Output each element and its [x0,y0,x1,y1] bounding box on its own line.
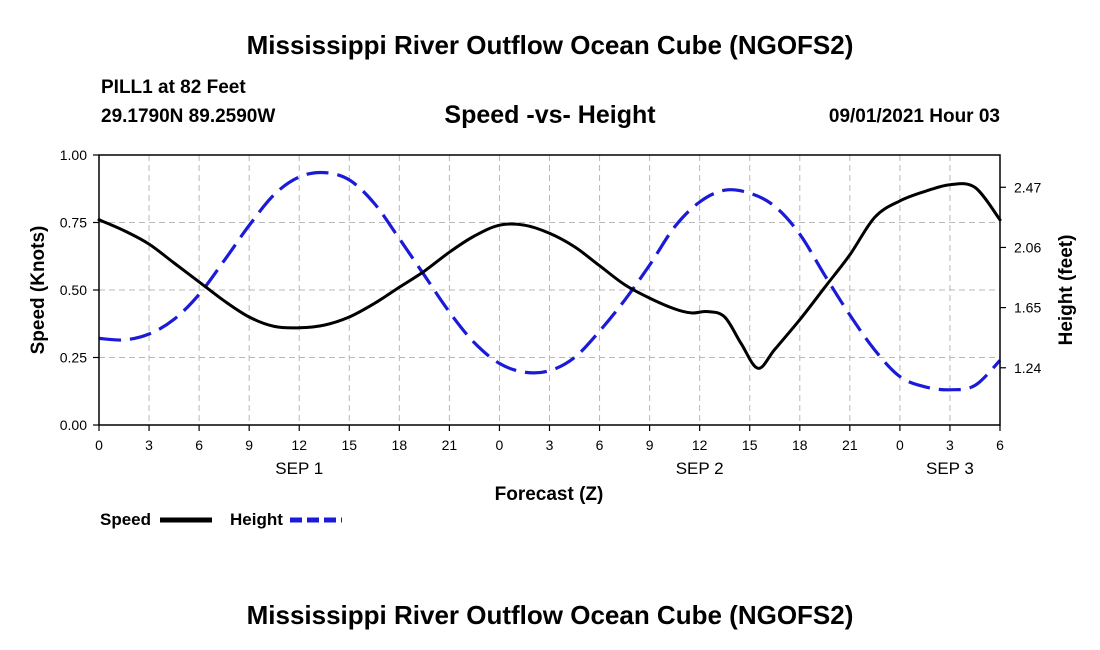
legend-height-label: Height [230,510,283,529]
x-tick-label: 0 [496,437,504,453]
y2-tick-label: 2.47 [1014,179,1041,195]
x-tick-label: 9 [245,437,253,453]
station-label: PILL1 at 82 Feet [101,77,246,98]
date-label: SEP 1 [275,459,323,478]
date-label: SEP 3 [926,459,974,478]
grid [99,155,1000,425]
y2-axis-label: Height (feet) [1056,235,1077,346]
height-series-line [98,170,1002,392]
forecast-datetime: 09/01/2021 Hour 03 [828,106,1000,127]
x-tick-label: 0 [95,437,103,453]
series-layer [97,170,1002,392]
y2-tick-label: 2.06 [1014,239,1041,255]
footer-title: Mississippi River Outflow Ocean Cube (NG… [246,600,854,630]
x-tick-label: 21 [442,437,458,453]
x-tick-label: 18 [392,437,408,453]
x-tick-label: 12 [291,437,307,453]
y2-tick-label: 1.65 [1014,300,1041,316]
legend-speed-label: Speed [100,510,151,529]
x-tick-label: 3 [145,437,153,453]
x-tick-label: 6 [195,437,203,453]
y-tick-label: 0.00 [60,417,87,433]
x-tick-label: 15 [341,437,357,453]
y-tick-label: 0.25 [60,350,87,366]
y-axis-label: Speed (Knots) [28,226,49,355]
chart-title: Speed -vs- Height [444,101,656,129]
speed-series-line [97,182,1002,370]
date-label: SEP 2 [676,459,724,478]
x-tick-label: 15 [742,437,758,453]
y-tick-label: 0.75 [60,215,87,231]
y2-tick-label: 1.24 [1014,360,1041,376]
page-title: Mississippi River Outflow Ocean Cube (NG… [246,30,854,60]
y-tick-label: 1.00 [60,147,87,163]
x-tick-label: 6 [596,437,604,453]
x-tick-label: 3 [546,437,554,453]
x-tick-label: 18 [792,437,808,453]
y-tick-label: 0.50 [60,282,87,298]
coordinates-label: 29.1790N 89.2590W [101,106,276,127]
x-axis-label: Forecast (Z) [495,484,604,505]
x-tick-label: 12 [692,437,708,453]
x-tick-label: 21 [842,437,858,453]
x-tick-label: 3 [946,437,954,453]
x-tick-label: 6 [996,437,1004,453]
legend: Speed Height [100,510,342,529]
x-tick-label: 9 [646,437,654,453]
axes: 0 3 6 9 12 15 18 21 0 3 6 9 12 15 18 21 0 3 6 SEP 1 SEP 2 SEP… [60,147,1042,478]
x-tick-label: 0 [896,437,904,453]
